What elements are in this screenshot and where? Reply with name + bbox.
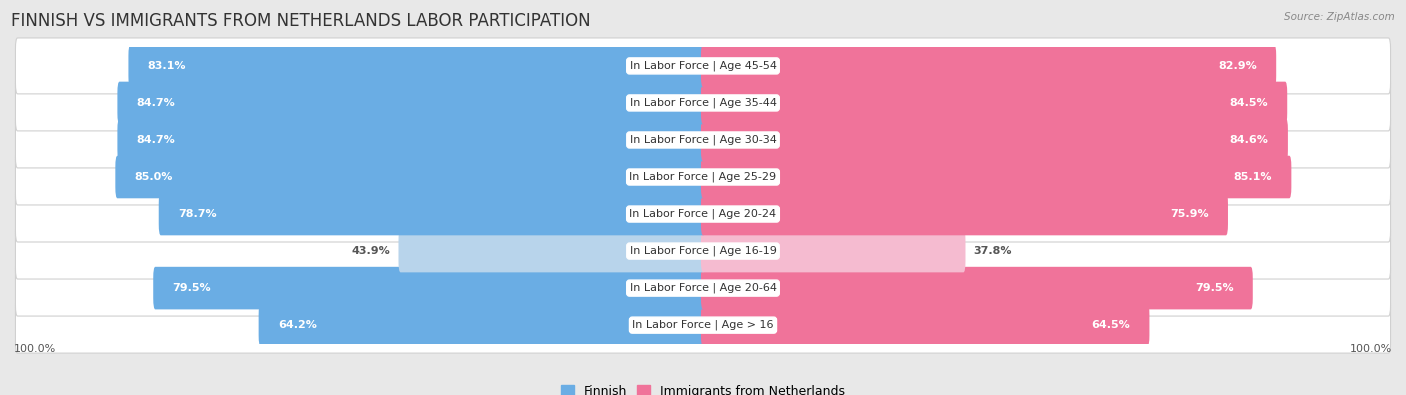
Text: In Labor Force | Age 30-34: In Labor Force | Age 30-34 (630, 135, 776, 145)
Legend: Finnish, Immigrants from Netherlands: Finnish, Immigrants from Netherlands (557, 380, 849, 395)
FancyBboxPatch shape (15, 260, 1391, 316)
FancyBboxPatch shape (702, 156, 1291, 198)
FancyBboxPatch shape (159, 193, 704, 235)
Text: In Labor Force | Age 35-44: In Labor Force | Age 35-44 (630, 98, 776, 108)
FancyBboxPatch shape (153, 267, 704, 309)
Text: 43.9%: 43.9% (352, 246, 391, 256)
Text: In Labor Force | Age 20-24: In Labor Force | Age 20-24 (630, 209, 776, 219)
Text: Source: ZipAtlas.com: Source: ZipAtlas.com (1284, 12, 1395, 22)
Text: In Labor Force | Age 16-19: In Labor Force | Age 16-19 (630, 246, 776, 256)
Text: 85.0%: 85.0% (135, 172, 173, 182)
Text: In Labor Force | Age 20-64: In Labor Force | Age 20-64 (630, 283, 776, 293)
FancyBboxPatch shape (117, 82, 704, 124)
FancyBboxPatch shape (702, 193, 1227, 235)
FancyBboxPatch shape (117, 118, 704, 161)
FancyBboxPatch shape (398, 230, 704, 273)
Text: 37.8%: 37.8% (974, 246, 1012, 256)
FancyBboxPatch shape (128, 45, 704, 87)
FancyBboxPatch shape (15, 186, 1391, 242)
Text: 100.0%: 100.0% (14, 344, 56, 354)
Text: 84.5%: 84.5% (1229, 98, 1268, 108)
FancyBboxPatch shape (15, 223, 1391, 279)
FancyBboxPatch shape (15, 75, 1391, 131)
Text: In Labor Force | Age > 16: In Labor Force | Age > 16 (633, 320, 773, 330)
Text: In Labor Force | Age 45-54: In Labor Force | Age 45-54 (630, 61, 776, 71)
FancyBboxPatch shape (702, 82, 1288, 124)
Text: 64.5%: 64.5% (1091, 320, 1130, 330)
FancyBboxPatch shape (702, 267, 1253, 309)
FancyBboxPatch shape (702, 230, 966, 273)
Text: 78.7%: 78.7% (179, 209, 217, 219)
FancyBboxPatch shape (15, 149, 1391, 205)
FancyBboxPatch shape (15, 112, 1391, 168)
FancyBboxPatch shape (115, 156, 704, 198)
FancyBboxPatch shape (259, 304, 704, 346)
Text: 85.1%: 85.1% (1233, 172, 1272, 182)
Text: 100.0%: 100.0% (1350, 344, 1392, 354)
Text: 75.9%: 75.9% (1170, 209, 1209, 219)
Text: 79.5%: 79.5% (173, 283, 211, 293)
Text: 84.7%: 84.7% (136, 135, 176, 145)
FancyBboxPatch shape (702, 304, 1150, 346)
Text: 83.1%: 83.1% (148, 61, 186, 71)
Text: 82.9%: 82.9% (1218, 61, 1257, 71)
Text: FINNISH VS IMMIGRANTS FROM NETHERLANDS LABOR PARTICIPATION: FINNISH VS IMMIGRANTS FROM NETHERLANDS L… (11, 12, 591, 30)
Text: 84.7%: 84.7% (136, 98, 176, 108)
Text: In Labor Force | Age 25-29: In Labor Force | Age 25-29 (630, 172, 776, 182)
FancyBboxPatch shape (15, 297, 1391, 353)
Text: 79.5%: 79.5% (1195, 283, 1233, 293)
FancyBboxPatch shape (702, 118, 1288, 161)
Text: 84.6%: 84.6% (1230, 135, 1268, 145)
Text: 64.2%: 64.2% (278, 320, 316, 330)
FancyBboxPatch shape (702, 45, 1277, 87)
FancyBboxPatch shape (15, 38, 1391, 94)
